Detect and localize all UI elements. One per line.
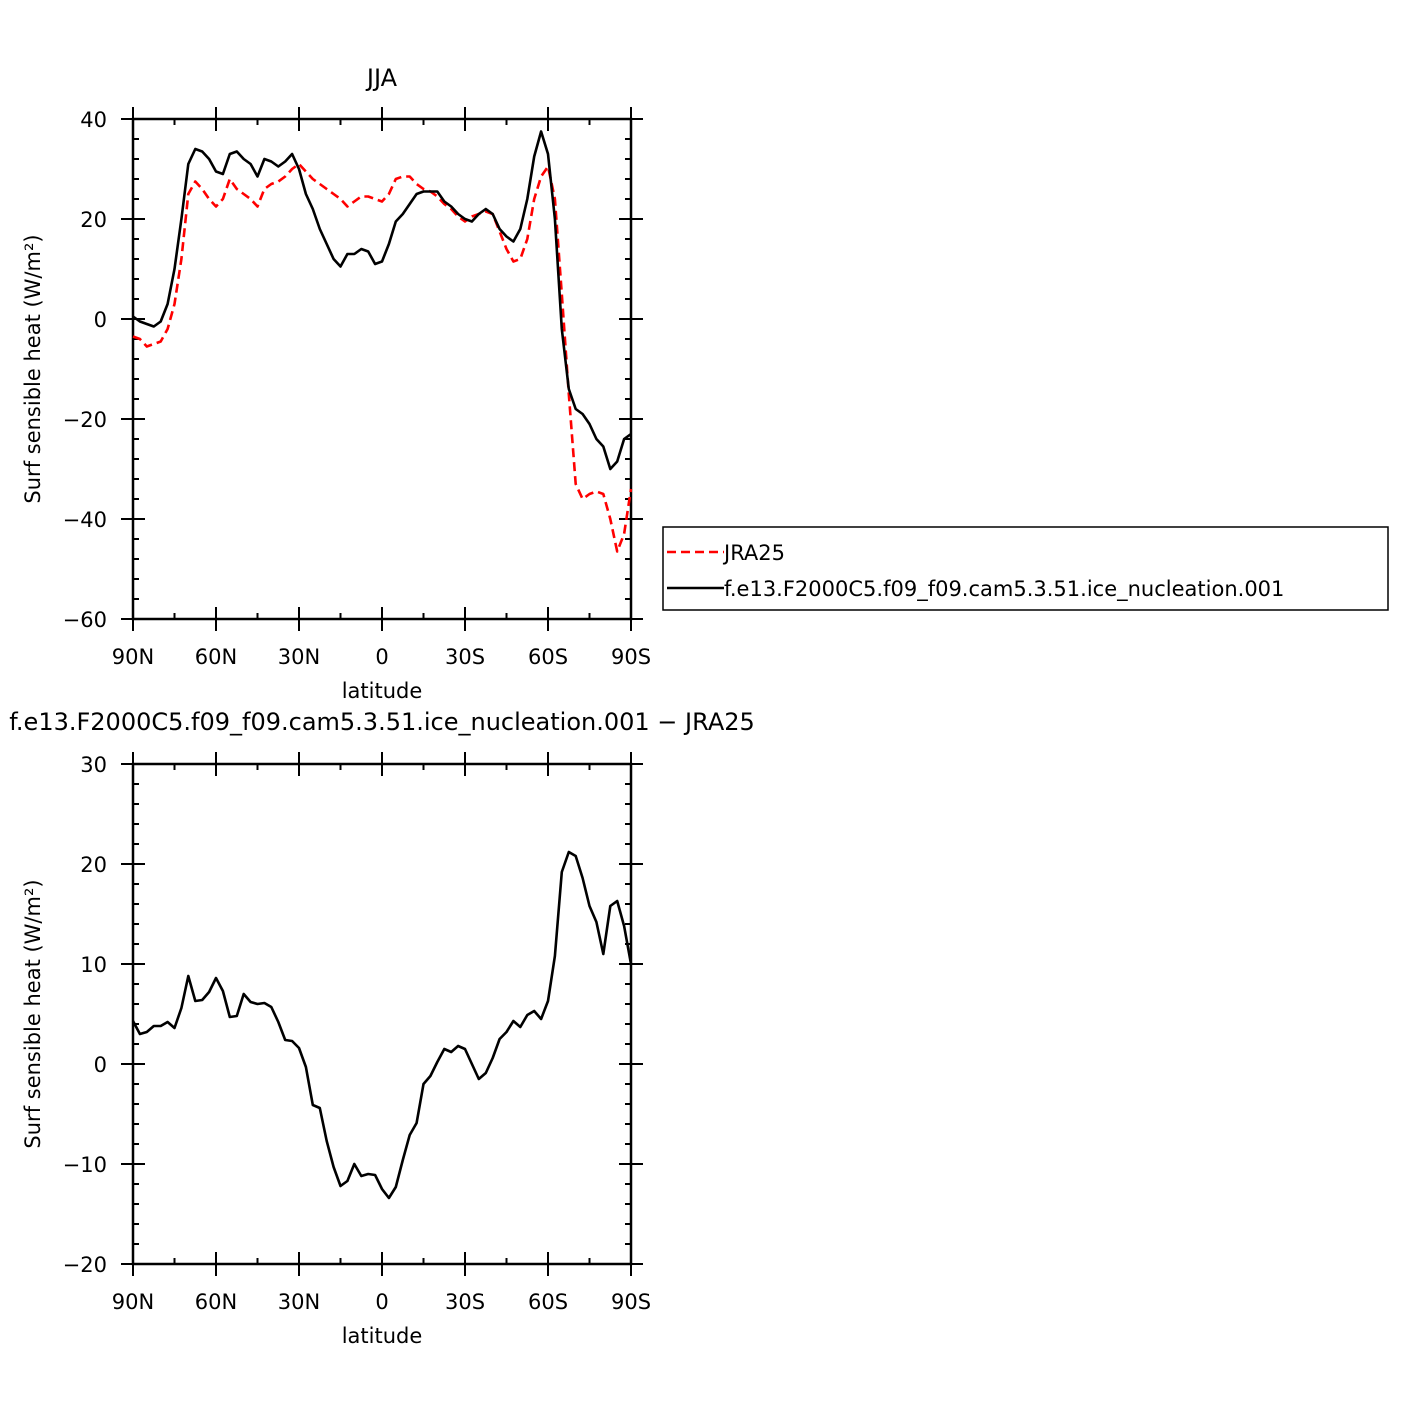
x-tick-label: 30N <box>278 1290 320 1314</box>
y-tick-label: −20 <box>63 408 107 432</box>
series-line-1 <box>132 130 632 471</box>
plot-title: JJA <box>365 64 398 92</box>
y-tick-label: 0 <box>94 308 107 332</box>
x-tick-label: 90S <box>611 1290 651 1314</box>
y-tick-label: 20 <box>80 208 107 232</box>
y-tick-label: 0 <box>94 1053 107 1077</box>
legend-label-1: f.e13.F2000C5.f09_f09.cam5.3.51.ice_nucl… <box>724 577 1284 602</box>
legend: JRA25 f.e13.F2000C5.f09_f09.cam5.3.51.ice… <box>662 526 1389 611</box>
y-tick-label: 10 <box>80 953 107 977</box>
x-tick-label: 60S <box>528 645 568 669</box>
x-tick-label: 90N <box>112 645 154 669</box>
y-tick-label: −40 <box>63 508 107 532</box>
y-tick-label: 40 <box>80 108 107 132</box>
x-axis-title: latitude <box>342 1324 423 1348</box>
x-tick-label: 60N <box>195 1290 237 1314</box>
legend-box <box>662 526 1389 611</box>
y-tick-label: −20 <box>63 1253 107 1277</box>
y-tick-label: 30 <box>80 753 107 777</box>
x-tick-label: 60S <box>528 1290 568 1314</box>
series-line-0 <box>132 162 633 553</box>
y-tick-label: 20 <box>80 853 107 877</box>
top-panel-jja: JJA 90N 60N 30N 0 30S 60S 90S −60 −40 −20 0 20 40 lati… <box>21 64 651 703</box>
x-tick-label: 90N <box>112 1290 154 1314</box>
y-tick-label: −10 <box>63 1153 107 1177</box>
legend-label-0: JRA25 <box>722 541 785 565</box>
plot-frame <box>131 117 633 621</box>
x-tick-label: 30S <box>445 645 485 669</box>
x-tick-label: 90S <box>611 645 651 669</box>
x-tick-label: 60N <box>195 645 237 669</box>
y-axis-title: Surf sensible heat (W/m²) <box>21 879 45 1148</box>
bottom-panel-difference: f.e13.F2000C5.f09_f09.cam5.3.51.ice_nucl… <box>9 708 755 1348</box>
plot-title: f.e13.F2000C5.f09_f09.cam5.3.51.ice_nucl… <box>9 708 755 736</box>
x-axis-title: latitude <box>342 679 423 703</box>
x-tick-label: 30N <box>278 645 320 669</box>
y-tick-label: −60 <box>63 608 107 632</box>
x-tick-label: 30S <box>445 1290 485 1314</box>
y-axis-title: Surf sensible heat (W/m²) <box>21 234 45 503</box>
series-line-0 <box>131 850 633 1200</box>
x-tick-label: 0 <box>375 1290 388 1314</box>
x-tick-label: 0 <box>375 645 388 669</box>
